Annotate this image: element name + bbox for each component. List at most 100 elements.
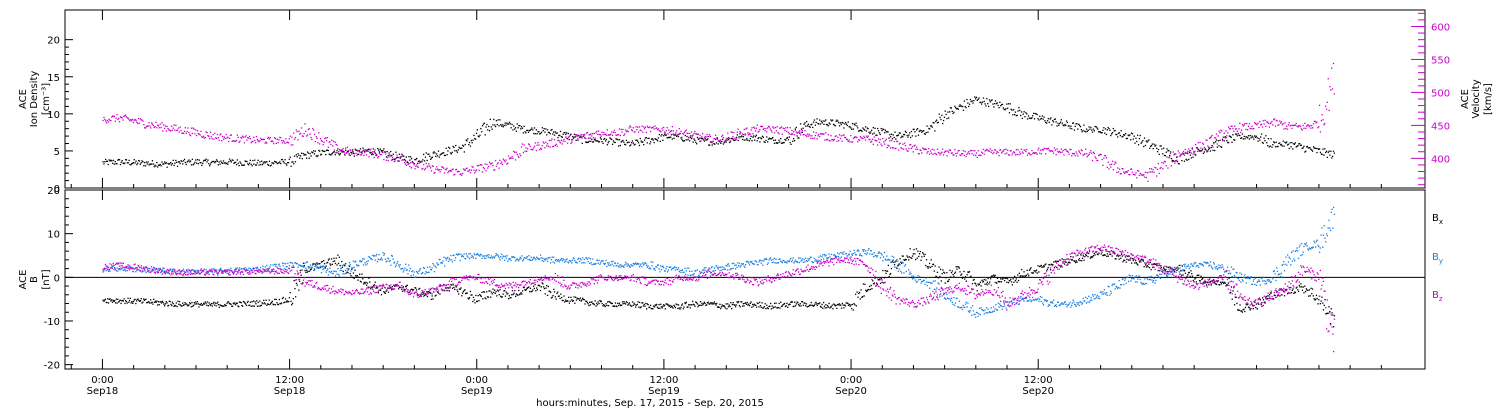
data-point [951, 272, 952, 273]
data-point [459, 254, 460, 255]
data-point [917, 258, 918, 259]
data-point [874, 278, 875, 279]
data-point [1036, 270, 1037, 271]
data-point [466, 140, 467, 141]
data-point [1094, 253, 1095, 254]
data-point [1224, 133, 1225, 134]
data-point [475, 171, 476, 172]
data-point [686, 136, 687, 137]
data-point [200, 131, 201, 132]
data-point [398, 157, 399, 158]
data-point [925, 134, 926, 135]
data-point [697, 137, 698, 138]
data-point [902, 136, 903, 137]
data-point [1179, 152, 1180, 153]
data-point [223, 306, 224, 307]
data-point [197, 301, 198, 302]
data-point [798, 304, 799, 305]
data-point [479, 170, 480, 171]
data-point [1183, 151, 1184, 152]
data-point [1148, 139, 1149, 140]
data-point [1289, 287, 1290, 288]
data-point [1116, 134, 1117, 135]
data-point [623, 142, 624, 143]
data-point [120, 303, 121, 304]
data-point [1183, 274, 1184, 275]
data-point [1078, 150, 1079, 151]
data-point [235, 304, 236, 305]
data-point [292, 144, 293, 145]
data-point [560, 294, 561, 295]
data-point [361, 154, 362, 155]
data-point [736, 137, 737, 138]
data-point [438, 292, 439, 293]
data-point [1203, 144, 1204, 145]
data-point [265, 266, 266, 267]
data-point [404, 268, 405, 269]
data-point [1000, 149, 1001, 150]
data-point [1232, 128, 1233, 129]
data-point [831, 306, 832, 307]
data-point [151, 163, 152, 164]
data-point [920, 130, 921, 131]
data-point [871, 285, 872, 286]
data-point [393, 154, 394, 155]
data-point [832, 308, 833, 309]
data-point [430, 167, 431, 168]
data-point [334, 271, 335, 272]
data-point [417, 163, 418, 164]
data-point [722, 304, 723, 305]
data-point [510, 297, 511, 298]
data-point [185, 127, 186, 128]
data-point [257, 162, 258, 163]
data-point [463, 146, 464, 147]
data-point [813, 122, 814, 123]
data-point [176, 162, 177, 163]
data-point [317, 142, 318, 143]
data-point [340, 270, 341, 271]
data-point [1249, 123, 1250, 124]
data-point [1043, 150, 1044, 151]
data-point [166, 301, 167, 302]
data-point [136, 164, 137, 165]
data-point [1158, 149, 1159, 150]
data-point [178, 128, 179, 129]
data-point [1030, 154, 1031, 155]
data-point [1152, 171, 1153, 172]
data-point [251, 142, 252, 143]
data-point [364, 258, 365, 259]
data-point [978, 99, 979, 100]
data-point [726, 140, 727, 141]
data-point [914, 131, 915, 132]
data-point [161, 161, 162, 162]
data-point [498, 119, 499, 120]
data-point [655, 305, 656, 306]
data-point [1019, 110, 1020, 111]
data-point [1242, 124, 1243, 125]
data-point [907, 151, 908, 152]
data-point [1218, 145, 1219, 146]
data-point [1334, 93, 1335, 94]
data-point [887, 271, 888, 272]
data-point [1330, 151, 1331, 152]
data-point [515, 127, 516, 128]
data-point [1288, 144, 1289, 145]
data-point [205, 160, 206, 161]
data-point [335, 275, 336, 276]
data-point [680, 308, 681, 309]
data-point [103, 117, 104, 118]
data-point [433, 265, 434, 266]
data-point [594, 133, 595, 134]
data-point [391, 160, 392, 161]
data-point [601, 136, 602, 137]
data-point [227, 164, 228, 165]
data-point [720, 139, 721, 140]
data-point [1039, 153, 1040, 154]
data-point [1070, 149, 1071, 150]
data-point [693, 133, 694, 134]
data-point [954, 149, 955, 150]
data-point [124, 162, 125, 163]
data-point [293, 298, 294, 299]
data-point [785, 140, 786, 141]
data-point [324, 266, 325, 267]
